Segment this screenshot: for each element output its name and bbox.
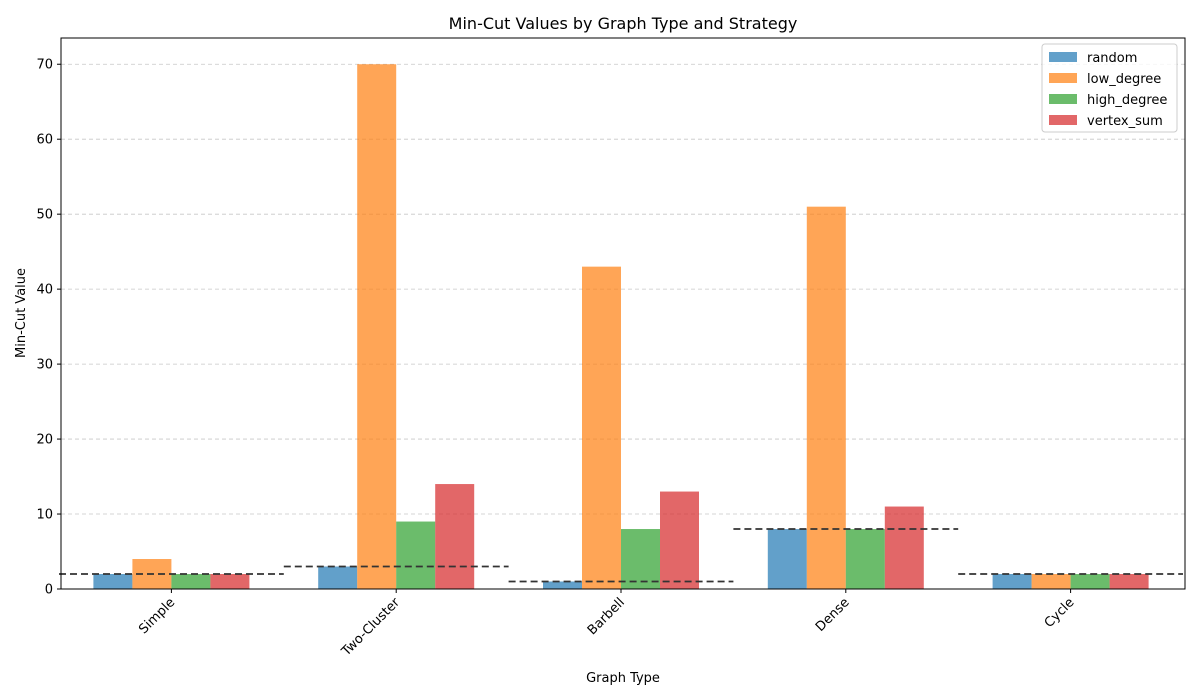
chart-title: Min-Cut Values by Graph Type and Strateg… <box>449 14 798 33</box>
x-tick-label: Two-Cluster <box>338 595 403 660</box>
legend-swatch-low_degree <box>1049 73 1077 83</box>
bar-high_degree <box>171 574 211 589</box>
legend-swatch-high_degree <box>1049 94 1077 104</box>
bar-vertex_sum <box>884 506 924 589</box>
bar-vertex_sum <box>210 574 250 589</box>
bar-low_degree <box>357 64 397 589</box>
x-tick-label: Dense <box>813 595 853 635</box>
x-axis-ticks: Simple Two-Cluster Barbell Dense Cycle <box>136 589 1077 660</box>
y-tick-label: 20 <box>36 433 53 448</box>
bar-high_degree <box>1070 574 1110 589</box>
x-tick-label: Simple <box>136 595 178 637</box>
legend: random low_degree high_degree vertex_sum <box>1041 43 1178 133</box>
reference-lines <box>59 528 1183 583</box>
bar-random <box>992 574 1032 589</box>
grid <box>61 63 1185 515</box>
y-tick-label: 30 <box>36 358 53 373</box>
bar-low_degree <box>582 266 621 589</box>
y-tick-label: 60 <box>36 133 53 148</box>
bars <box>93 64 1149 589</box>
y-tick-label: 10 <box>36 508 53 523</box>
axes-frame <box>60 37 1186 590</box>
y-axis-ticks: 0 10 20 30 40 50 60 70 <box>36 58 61 598</box>
bar-random <box>543 581 582 589</box>
bar-random <box>318 566 358 589</box>
legend-label-random: random <box>1087 51 1137 66</box>
y-axis-label: Min-Cut Value <box>14 268 29 358</box>
y-tick-label: 40 <box>36 283 53 298</box>
legend-frame <box>1041 43 1178 133</box>
bar-random <box>93 574 133 589</box>
y-tick-label: 50 <box>36 208 53 223</box>
y-tick-label: 0 <box>45 583 53 598</box>
x-axis-label: Graph Type <box>586 671 660 686</box>
bar-high_degree <box>621 529 660 589</box>
bar-high_degree <box>396 521 436 589</box>
bar-low_degree <box>806 206 846 589</box>
legend-swatch-vertex_sum <box>1049 115 1077 125</box>
x-tick-label: Barbell <box>585 595 628 638</box>
bar-high_degree <box>845 529 885 589</box>
legend-label-high_degree: high_degree <box>1087 93 1167 108</box>
bar-vertex_sum <box>660 491 699 589</box>
bar-vertex_sum <box>435 484 475 589</box>
legend-label-vertex_sum: vertex_sum <box>1087 114 1163 129</box>
bar-vertex_sum <box>1109 574 1149 589</box>
legend-swatch-random <box>1049 52 1077 62</box>
x-tick-label: Cycle <box>1042 595 1078 631</box>
y-tick-label: 70 <box>36 58 53 73</box>
bar-random <box>767 529 807 589</box>
legend-label-low_degree: low_degree <box>1087 72 1161 87</box>
bar-low_degree <box>1031 574 1071 589</box>
